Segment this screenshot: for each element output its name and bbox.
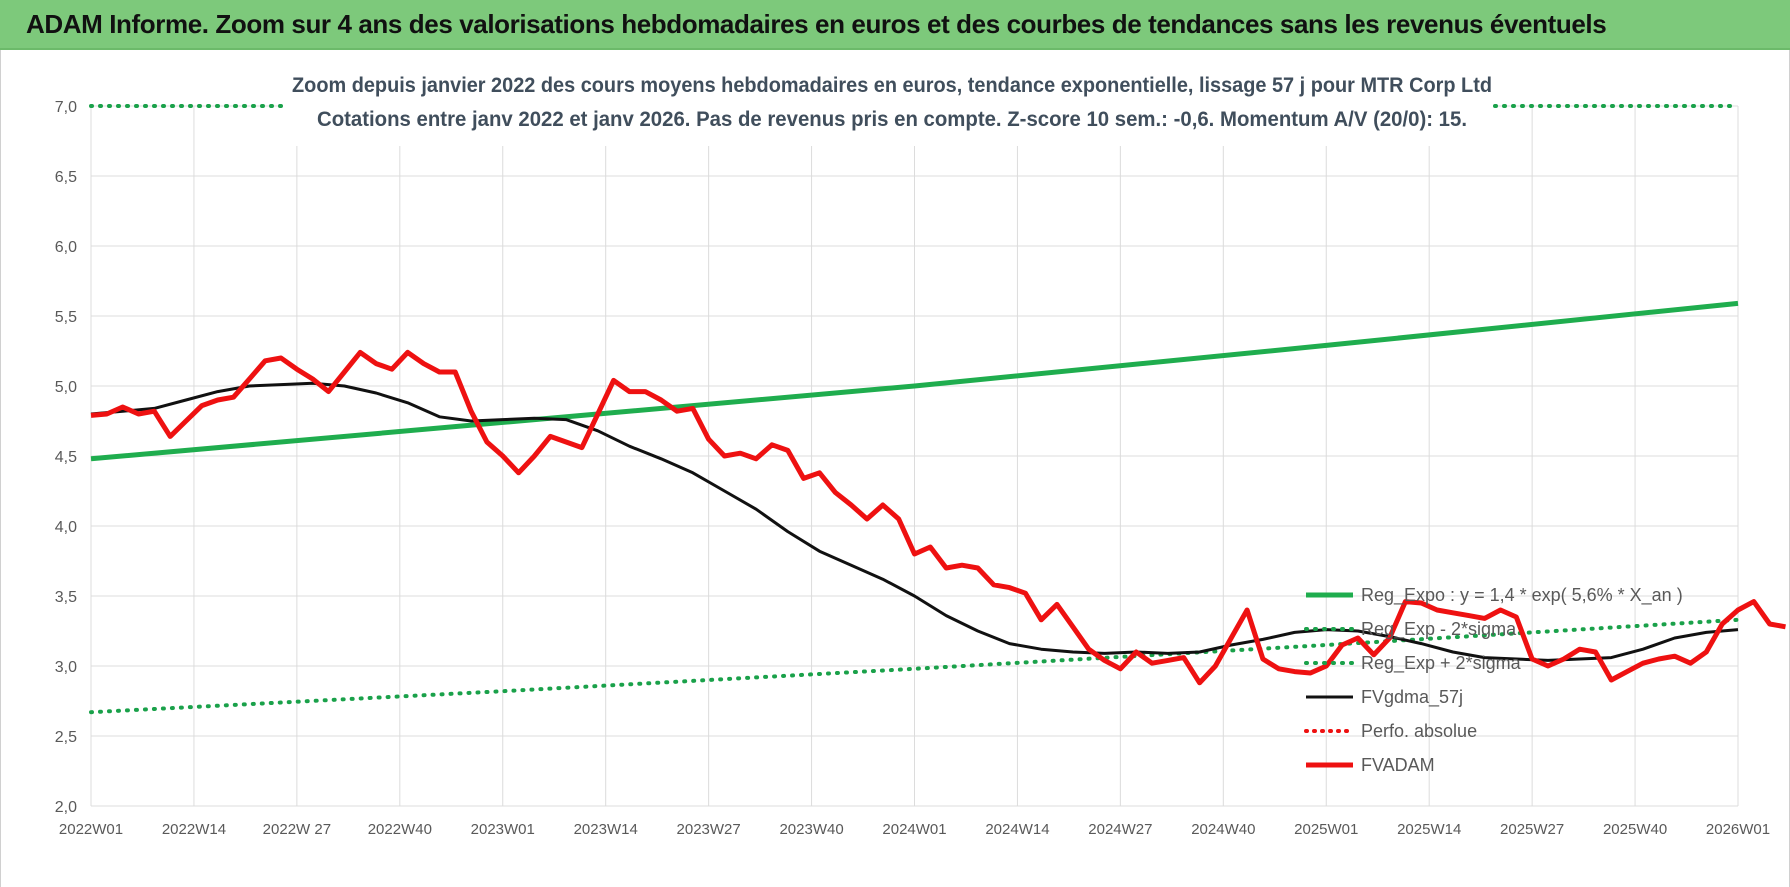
x-tick-label: 2023W40 [779, 821, 843, 838]
y-tick-label: 2,0 [55, 799, 77, 816]
x-tick-label: 2022W 27 [263, 821, 331, 838]
y-tick-label: 3,5 [55, 589, 77, 606]
series-line-0 [90, 300, 1739, 462]
x-tick-label: 2024W14 [985, 821, 1049, 838]
x-tick-label: 2026W01 [1706, 821, 1770, 838]
y-tick-label: 4,5 [55, 449, 77, 466]
legend-label: FVADAM [1361, 755, 1435, 775]
x-tick-label: 2024W01 [882, 821, 946, 838]
x-tick-label: 2024W27 [1088, 821, 1152, 838]
chart-title-mask [285, 62, 1489, 146]
legend-label: FVgdma_57j [1361, 687, 1463, 708]
y-tick-label: 5,0 [55, 379, 77, 396]
chart: 2,0 2,5 3,0 3,5 4,0 4,5 5,0 5,5 6,0 6,5 7,0 2022W01… [55, 58, 1786, 838]
legend-label: Reg_Expo : y = 1,4 * exp( 5,6% * X_an ) [1361, 585, 1683, 606]
legend-label: Reg_Exp + 2*sigma [1361, 653, 1522, 674]
chart-title-line1: Zoom depuis janvier 2022 des cours moyen… [292, 74, 1492, 97]
legend-label: Reg_Exp - 2*sigma [1361, 619, 1517, 640]
y-tick-label: 5,5 [55, 309, 77, 326]
x-tick-label: 2025W40 [1603, 821, 1667, 838]
x-tick-label: 2022W14 [162, 821, 226, 838]
y-tick-label: 3,0 [55, 659, 77, 676]
x-tick-label: 2025W14 [1397, 821, 1461, 838]
x-tick-label: 2023W27 [677, 821, 741, 838]
page-title: ADAM Informe. Zoom sur 4 ans des valoris… [26, 9, 1607, 39]
legend-label: Perfo. absolue [1361, 721, 1477, 741]
chart-frame: 2,0 2,5 3,0 3,5 4,0 4,5 5,0 5,5 6,0 6,5 7,0 2022W01… [0, 50, 1790, 887]
header-bar: ADAM Informe. Zoom sur 4 ans des valoris… [0, 0, 1790, 50]
x-tick-label: 2024W40 [1191, 821, 1255, 838]
x-tick-label: 2023W01 [471, 821, 535, 838]
x-tick-label: 2025W27 [1500, 821, 1564, 838]
series-line-5 [90, 349, 1786, 686]
y-tick-label: 6,0 [55, 239, 77, 256]
x-tick-label: 2022W01 [59, 821, 123, 838]
x-tick-label: 2022W40 [368, 821, 432, 838]
series-line-3 [90, 381, 1739, 662]
x-tick-label: 2023W14 [574, 821, 638, 838]
y-tick-label: 7,0 [55, 99, 77, 116]
y-tick-label: 2,5 [55, 729, 77, 746]
y-tick-label: 6,5 [55, 169, 77, 186]
chart-title-line2: Cotations entre janv 2022 et janv 2026. … [317, 108, 1467, 131]
x-tick-label: 2025W01 [1294, 821, 1358, 838]
y-tick-label: 4,0 [55, 519, 77, 536]
